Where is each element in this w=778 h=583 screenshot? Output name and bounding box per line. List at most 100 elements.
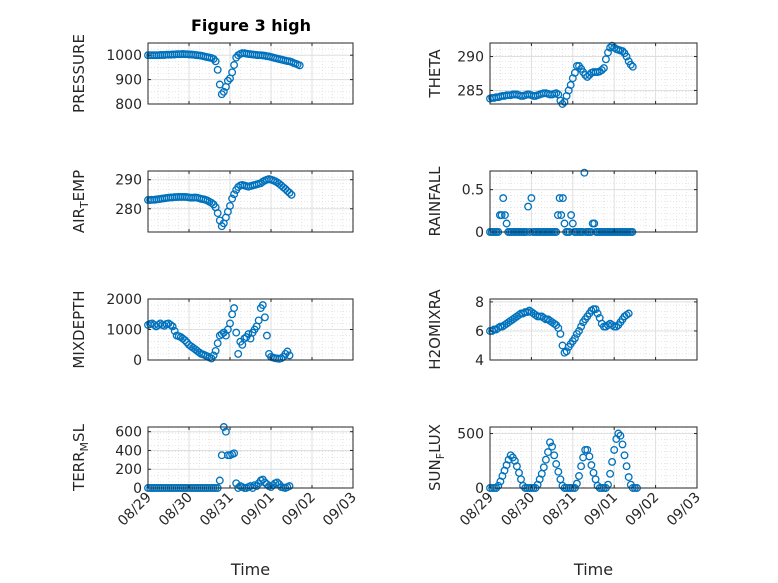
data-point <box>213 339 222 348</box>
y-axis-label: PRESSURE <box>70 34 88 113</box>
data-point <box>548 442 557 451</box>
data-point <box>554 467 563 476</box>
data-point <box>215 476 224 485</box>
data-point <box>180 336 189 345</box>
data-point <box>230 190 239 199</box>
data-point <box>622 462 631 471</box>
data-point <box>575 472 583 480</box>
y-tick-label: 800 <box>115 97 142 113</box>
data-point <box>560 219 569 228</box>
data-point <box>608 457 617 466</box>
data-point <box>616 431 625 440</box>
y-tick-label: 285 <box>457 83 484 99</box>
x-axis-label: Time <box>230 560 270 579</box>
data-point <box>550 319 559 328</box>
y-tick-label: 0 <box>133 481 142 497</box>
data-point <box>285 351 294 360</box>
y-tick-label: 900 <box>115 73 142 89</box>
y-tick-label: 290 <box>115 173 142 189</box>
data-point <box>580 168 589 177</box>
data-point <box>213 209 222 218</box>
y-tick-label: 600 <box>115 425 142 441</box>
data-point <box>546 438 554 447</box>
x-tick-label: 09/03 <box>320 490 360 530</box>
panel-second-left: 280 290 AIRTEMP <box>70 170 354 233</box>
data-point <box>494 481 503 490</box>
data-point <box>244 330 253 339</box>
data-point <box>170 327 179 335</box>
data-point <box>626 60 635 69</box>
x-tick-label: 09/03 <box>664 490 704 530</box>
y-tick-label: 8 <box>475 295 484 311</box>
data-point <box>500 211 509 220</box>
data-point <box>624 473 633 482</box>
data-point <box>558 194 567 203</box>
data-point <box>593 309 602 318</box>
panel-top-left: 800 900 1000 PRESSURE <box>70 34 354 113</box>
y-axis-label: RAINFALL <box>426 166 444 237</box>
x-tick-label: 09/02 <box>279 490 319 530</box>
axes-box <box>489 426 698 489</box>
y-tick-label: 2000 <box>106 292 142 308</box>
y-tick-label: 280 <box>115 202 142 218</box>
data-point <box>552 460 561 468</box>
y-axis-label: MIXDEPTH <box>70 290 88 368</box>
data-point <box>195 348 204 357</box>
data-point <box>207 199 216 207</box>
data-point <box>209 54 218 63</box>
y-tick-label: 400 <box>115 443 142 459</box>
x-tick-label: 08/31 <box>540 490 580 530</box>
y-tick-label: 0 <box>475 225 484 241</box>
data-point <box>583 72 592 81</box>
data-point <box>550 451 559 460</box>
data-point <box>226 319 234 328</box>
data-point <box>555 194 564 203</box>
data-point <box>515 311 523 319</box>
data-point <box>234 349 243 358</box>
panel-top-right: 285 290 THETA <box>426 41 698 108</box>
axes-box <box>147 426 354 489</box>
x-tick-label: 09/01 <box>581 490 621 530</box>
data-point <box>228 68 237 77</box>
data-point <box>622 311 631 319</box>
data-point <box>295 61 304 70</box>
data-point <box>230 61 239 69</box>
data-point <box>211 346 220 355</box>
data-point <box>211 57 220 66</box>
data-point <box>591 305 600 314</box>
data-point <box>281 349 290 358</box>
axes-box <box>489 42 698 105</box>
data-point <box>262 331 271 340</box>
data-point <box>620 451 629 460</box>
y-tick-label: 500 <box>457 427 484 443</box>
data-point <box>587 461 596 470</box>
data-point <box>624 309 633 318</box>
data-point <box>488 327 497 335</box>
data-point <box>223 76 232 85</box>
data-point <box>562 347 571 356</box>
y-axis-label: THETA <box>426 49 444 99</box>
data-point <box>577 322 586 331</box>
data-point <box>556 329 565 338</box>
data-point <box>254 316 263 325</box>
x-tick-label: 08/30 <box>498 490 538 530</box>
x-tick-label: 08/30 <box>156 490 196 530</box>
data-point <box>287 190 296 199</box>
x-axis-label: Time <box>573 560 613 579</box>
data-point <box>228 194 237 203</box>
data-point <box>628 62 637 71</box>
data-point <box>217 90 226 99</box>
panel-second-right: 0 0.5 RAINFALL <box>426 166 698 241</box>
data-point <box>230 304 239 313</box>
data-point <box>606 469 615 478</box>
data-point <box>601 55 610 64</box>
data-point <box>524 202 533 211</box>
y-tick-label: 200 <box>115 462 142 478</box>
data-point <box>544 448 552 457</box>
axes-box <box>147 170 354 233</box>
panel-third-left: 0 1000 2000 MIXDEPTH <box>70 290 354 369</box>
y-tick-label: 1000 <box>106 323 142 339</box>
data-point <box>541 455 550 464</box>
data-point <box>604 48 612 57</box>
